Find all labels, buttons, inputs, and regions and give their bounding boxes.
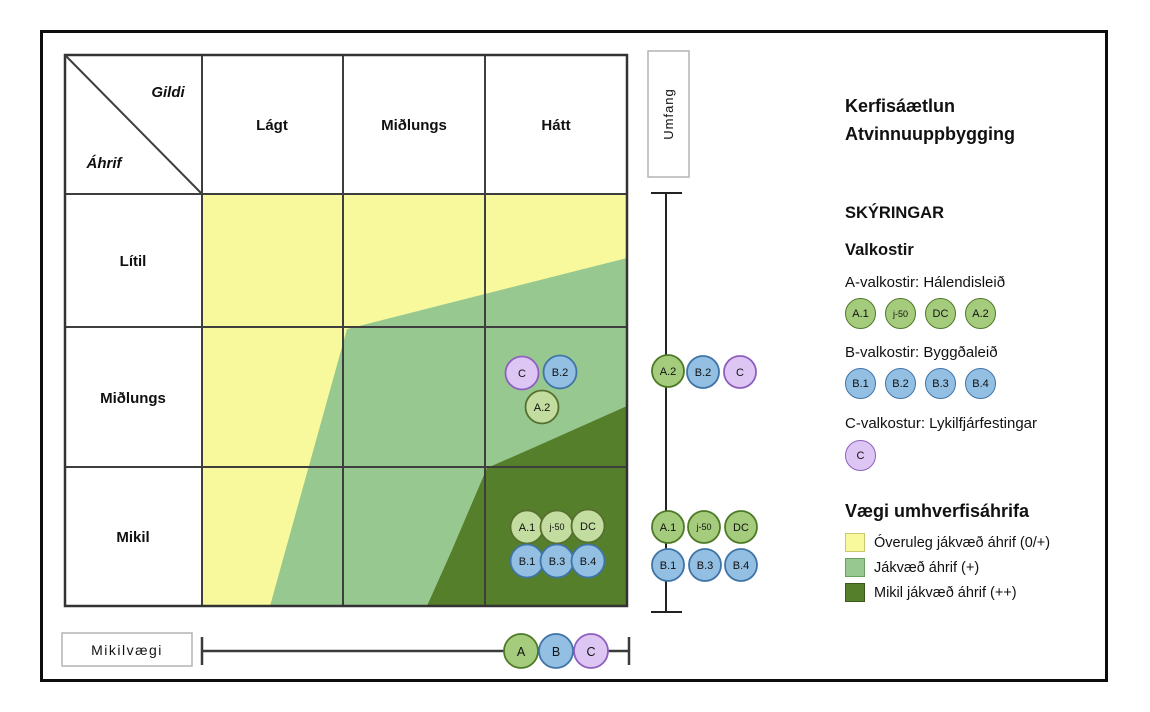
legend-circle-b4: B.4 [965,368,996,399]
swatch-positive [845,558,865,577]
grid-marker-a1: A.1 [509,509,545,545]
umfang-label-box [647,50,690,178]
column-header-hatt: Hátt [541,117,570,134]
umfang-marker-b1: B.1 [651,548,685,582]
svg-text:A.1: A.1 [660,522,677,534]
impact-legend-label-3: Mikil jákvæð áhrif (++) [874,584,1017,601]
svg-text:DC: DC [733,522,749,534]
column-header-lagt: Lágt [256,117,288,134]
corner-label-ahrif: Áhrif [86,155,124,172]
column-header-midlungs: Miðlungs [381,117,447,134]
figure-title-line1: Kerfisáætlun [845,96,956,116]
option-c-heading: C-valkostur: Lykilfjárfestingar [845,415,1038,432]
option-a-heading: A-valkostir: Hálendisleið [845,274,1006,291]
grid-marker-j50: j-50 [539,509,575,545]
svg-text:j-50: j-50 [695,522,711,532]
legend-circle-j50: j-50 [885,298,916,329]
svg-text:B.2: B.2 [695,367,712,379]
option-b-heading: B-valkostir: Byggðaleið [845,344,998,361]
mikilvaegi-axis-label: Mikilvægi [91,642,163,658]
svg-text:B.2: B.2 [552,367,569,379]
mikilvaegi-marker-c: C [573,633,609,669]
svg-text:j-50: j-50 [548,522,564,532]
grid-marker-b4: B.4 [570,543,606,579]
svg-text:C: C [586,645,595,659]
svg-text:C: C [736,367,744,379]
umfang-marker-a1: A.1 [651,510,685,544]
row-header-mikil: Mikil [116,529,149,546]
svg-text:B.1: B.1 [660,560,677,572]
row-header-midlungs: Miðlungs [100,390,166,407]
legend-circle-a2: A.2 [965,298,996,329]
corner-diagonal [64,54,203,195]
swatch-insignificant-positive [845,533,865,552]
matrix-border [63,53,629,608]
option-c-circles: C [845,440,876,471]
svg-text:C: C [518,368,526,380]
impact-legend-item-2: Jákvæð áhrif (+) [845,557,979,578]
grid-marker-c: C [504,355,540,391]
section-skyringar: SKÝRINGAR [845,204,945,222]
grid-marker-dc: DC [570,508,606,544]
svg-text:B: B [552,645,560,659]
svg-text:B.4: B.4 [580,556,597,568]
svg-text:A.1: A.1 [519,522,536,534]
umfang-marker-dc: DC [724,510,758,544]
umfang-marker-a2: A.2 [651,354,685,388]
grid-marker-b2: B.2 [542,354,578,390]
svg-text:B.1: B.1 [519,556,536,568]
umfang-marker-b4: B.4 [724,548,758,582]
figure-title: Kerfisáætlun Atvinnuuppbygging [845,92,1015,148]
impact-legend-label-2: Jákvæð áhrif (+) [874,559,980,576]
legend-circle-b3: B.3 [925,368,956,399]
umfang-marker-b2: B.2 [686,355,720,389]
mikilvaegi-marker-b: B [538,633,574,669]
grid-marker-b3: B.3 [539,543,575,579]
svg-text:B.3: B.3 [697,560,714,572]
legend-circle-a1: A.1 [845,298,876,329]
legend-circle-c: C [845,440,876,471]
impact-legend-item-3: Mikil jákvæð áhrif (++) [845,582,1017,603]
legend-circle-b1: B.1 [845,368,876,399]
mikilvaegi-label-box [61,632,193,667]
grid-marker-a2: A.2 [524,389,560,425]
section-vaegi: Vægi umhverfisáhrifa [845,501,1030,521]
svg-text:A: A [517,645,526,659]
svg-text:A.2: A.2 [660,366,677,378]
umfang-marker-b3: B.3 [688,548,722,582]
impact-legend-label-1: Óveruleg jákvæð áhrif (0/+) [874,534,1051,551]
umfang-axis-label: Umfang [661,88,676,140]
swatch-strong-positive [845,583,865,602]
grid-marker-b1: B.1 [509,543,545,579]
row-header-litil: Lítil [120,253,147,270]
svg-text:A.2: A.2 [534,402,551,414]
legend-circle-b2: B.2 [885,368,916,399]
svg-text:DC: DC [580,521,596,533]
mikilvaegi-marker-a: A [503,633,539,669]
svg-text:B.3: B.3 [549,556,566,568]
svg-text:B.4: B.4 [733,560,750,572]
umfang-marker-c: C [723,355,757,389]
option-a-circles: A.1 j-50 DC A.2 [845,298,996,329]
legend-circle-dc: DC [925,298,956,329]
region-insignificant-impact [202,194,627,606]
corner-label-gildi: Gildi [151,84,185,101]
option-b-circles: B.1 B.2 B.3 B.4 [845,368,996,399]
impact-legend-item-1: Óveruleg jákvæð áhrif (0/+) [845,532,1050,553]
umfang-marker-j50: j-50 [687,510,721,544]
figure-title-line2: Atvinnuuppbygging [845,124,1015,144]
section-valkostir: Valkostir [845,241,914,259]
